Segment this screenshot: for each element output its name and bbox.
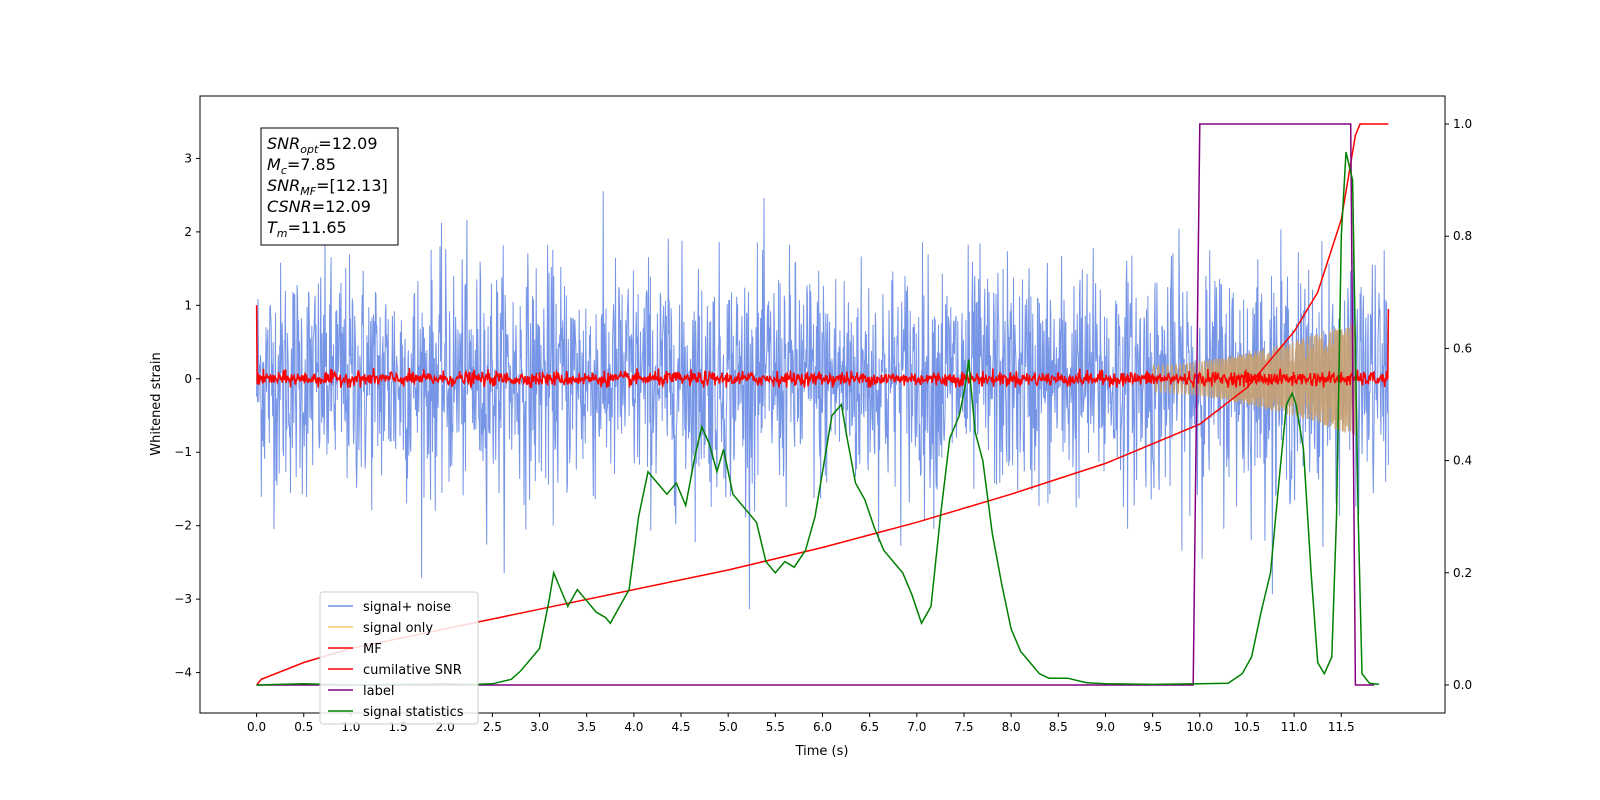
x-tick-label: 10.0 — [1186, 720, 1213, 734]
legend: signal+ noise signal only MF cumilative SNR… — [319, 591, 479, 725]
y-tick-label: −4 — [174, 666, 192, 680]
annotation-frame — [260, 127, 399, 246]
legend-label: signal statistics — [363, 705, 464, 720]
annotation-line: SNRopt=12.09 — [267, 134, 378, 156]
y2-tick-label: 0.8 — [1453, 229, 1472, 243]
x-tick-label: 5.5 — [766, 720, 785, 734]
y2-tick-label: 1.0 — [1453, 117, 1472, 131]
x-tick-label: 7.0 — [907, 720, 926, 734]
x-tick-label: 0.5 — [294, 720, 313, 734]
x-tick-label: 5.0 — [719, 720, 738, 734]
legend-label: MF — [363, 642, 382, 657]
legend-label: signal only — [363, 621, 433, 636]
y-axis-left: −4 −3 −2 −1 0 1 2 3 — [174, 151, 200, 680]
series-mf — [255, 305, 1390, 389]
series-label — [256, 123, 1375, 686]
x-tick-label: 6.5 — [860, 720, 879, 734]
y-tick-label: −3 — [174, 592, 192, 606]
y-tick-label: −2 — [174, 519, 192, 533]
y-axis-label: Whitened strain — [149, 352, 164, 455]
y-tick-label: 2 — [184, 225, 192, 239]
x-tick-label: 8.5 — [1049, 720, 1068, 734]
legend-frame — [319, 591, 479, 725]
annotation-box: SNRopt=12.09Mc=7.85SNRMF=[12.13]CSNR=12.… — [260, 127, 399, 246]
x-tick-label: 8.0 — [1002, 720, 1021, 734]
x-tick-label: 0.0 — [247, 720, 266, 734]
legend-label: label — [363, 684, 394, 699]
annotation-line: Mc=7.85 — [267, 155, 336, 177]
series-signal-only — [1152, 322, 1356, 436]
annotation-line: Tm=11.65 — [267, 218, 347, 240]
y-tick-label: 1 — [184, 298, 192, 312]
x-tick-label: 10.5 — [1234, 720, 1261, 734]
series-signal-noise — [256, 191, 1389, 610]
y-axis-right: 0.0 0.2 0.4 0.6 0.8 1.0 — [1445, 117, 1472, 692]
x-tick-label: 3.0 — [530, 720, 549, 734]
y2-tick-label: 0.4 — [1453, 454, 1472, 468]
x-tick-label: 4.0 — [624, 720, 643, 734]
x-tick-label: 6.0 — [813, 720, 832, 734]
x-axis-label: Time (s) — [795, 744, 849, 759]
legend-label: signal+ noise — [363, 600, 451, 615]
legend-label: cumilative SNR — [363, 663, 462, 678]
x-tick-label: 2.5 — [483, 720, 502, 734]
annotation-line: SNRMF=[12.13] — [267, 176, 388, 198]
x-tick-label: 7.5 — [954, 720, 973, 734]
y2-tick-label: 0.2 — [1453, 566, 1472, 580]
x-tick-label: 9.0 — [1096, 720, 1115, 734]
y-tick-label: 0 — [184, 372, 192, 386]
y-tick-label: −1 — [174, 445, 192, 459]
x-tick-label: 4.5 — [671, 720, 690, 734]
annotation-line: CSNR=12.09 — [267, 197, 371, 216]
x-tick-label: 3.5 — [577, 720, 596, 734]
y2-tick-label: 0.6 — [1453, 341, 1472, 355]
y-tick-label: 3 — [184, 151, 192, 165]
y2-tick-label: 0.0 — [1453, 678, 1472, 692]
series-signal-statistics — [256, 151, 1380, 686]
x-tick-label: 11.0 — [1281, 720, 1308, 734]
x-tick-label: 9.5 — [1143, 720, 1162, 734]
x-tick-label: 11.5 — [1328, 720, 1355, 734]
